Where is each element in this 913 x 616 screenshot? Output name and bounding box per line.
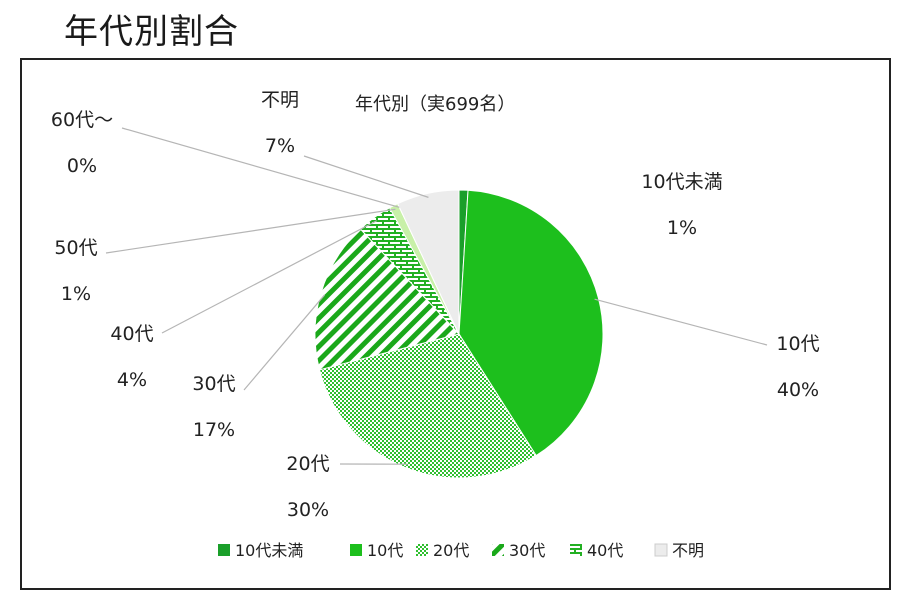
slice-percent-50: 1% xyxy=(61,283,91,305)
slice-label-30: 30代 xyxy=(192,373,235,395)
leader-lines xyxy=(105,127,768,465)
pie-slice-20 xyxy=(318,333,537,479)
legend-label-x: 不明 xyxy=(672,541,704,560)
leader-line-60 xyxy=(121,127,400,208)
slice-percent-60: 0% xyxy=(67,155,97,177)
legend: 10代未満 10代 20代 30代 40代 不明 xyxy=(218,541,704,560)
pie-slice-x xyxy=(397,189,460,335)
chart-frame: 年代別（実699名） 10代未満 1% 10代 40% 20代 30% 30代 17% 40代 4… xyxy=(20,58,891,590)
slice-label-x: 不明 xyxy=(261,89,299,111)
slice-percent-30: 17% xyxy=(193,419,235,441)
legend-swatch-10 xyxy=(218,544,230,556)
pie-slice-10 xyxy=(458,189,604,457)
legend-label-10: 10代 xyxy=(367,541,403,560)
legend-label-30: 30代 xyxy=(509,541,545,560)
legend-swatch-20 xyxy=(416,544,428,556)
leader-line-50 xyxy=(105,208,396,254)
leader-line-30 xyxy=(243,294,326,391)
slice-percent-10: 40% xyxy=(777,379,819,401)
pie-slices xyxy=(314,189,604,479)
legend-label-10: 10代未満 xyxy=(235,541,303,560)
slice-labels: 10代未満 1% 10代 40% 20代 30% 30代 17% 40代 4% 50代 1% 60代～ 0… xyxy=(51,89,820,521)
page-title: 年代別割合 xyxy=(64,12,239,52)
legend-swatch-10 xyxy=(350,544,362,556)
legend-label-40: 40代 xyxy=(587,541,623,560)
slice-percent-x: 7% xyxy=(265,135,295,157)
legend-label-20: 20代 xyxy=(433,541,469,560)
slice-label-40: 40代 xyxy=(110,323,153,345)
legend-swatch-30 xyxy=(492,544,504,556)
pie-slice-30 xyxy=(314,228,460,371)
pie-chart: 年代別（実699名） 10代未満 1% 10代 40% 20代 30% 30代 17% 40代 4… xyxy=(51,89,820,560)
slice-percent-20: 30% xyxy=(287,499,329,521)
slice-label-50: 50代 xyxy=(54,237,97,259)
slice-label-60: 60代～ xyxy=(51,109,113,131)
legend-swatch-x xyxy=(654,543,668,557)
slice-percent-40: 4% xyxy=(117,369,147,391)
leader-line-10 xyxy=(594,298,768,346)
leader-line-40 xyxy=(161,220,377,334)
slice-percent-10: 1% xyxy=(667,217,697,239)
slice-label-20: 20代 xyxy=(286,453,329,475)
legend-swatch-40 xyxy=(570,544,582,556)
leader-line-x xyxy=(303,155,429,198)
chart-title: 年代別（実699名） xyxy=(355,94,515,115)
slice-label-10: 10代 xyxy=(776,333,819,355)
slice-label-10: 10代未満 xyxy=(641,171,722,193)
